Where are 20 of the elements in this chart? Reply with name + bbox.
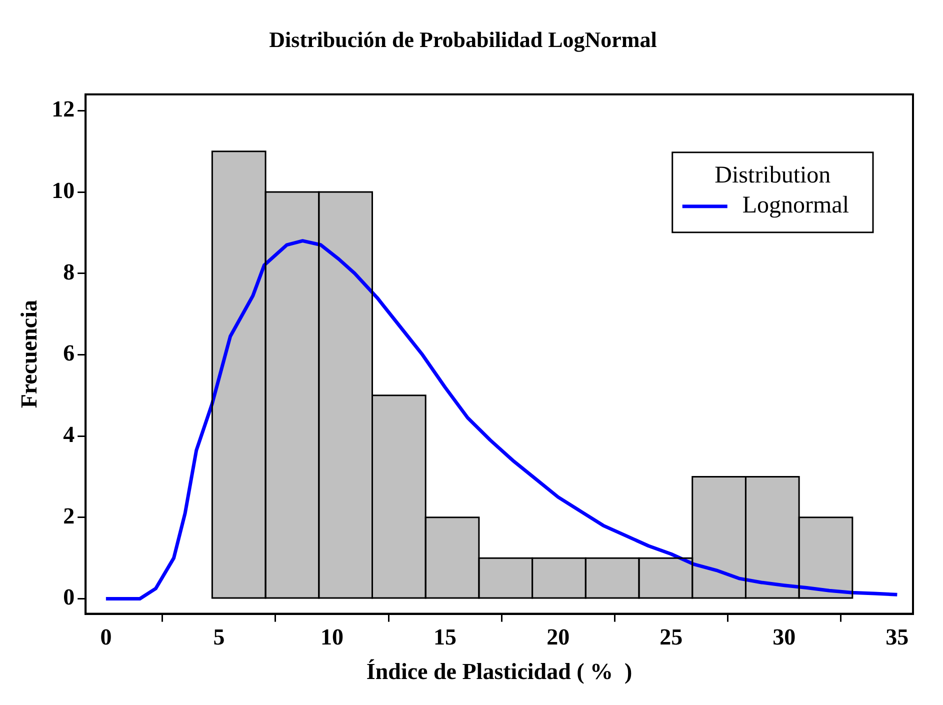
y-tick-label: 2: [63, 503, 75, 528]
y-tick-label: 6: [63, 340, 75, 366]
y-tick-label: 8: [63, 259, 75, 284]
legend-title: Distribution: [714, 162, 831, 189]
legend-label: Lognormal: [742, 192, 850, 219]
x-axis-title: Índice de Plasticidad ( % ): [366, 659, 632, 684]
chart-title: Distribución de Probabilidad LogNormal: [269, 26, 657, 52]
x-tick-label: 35: [886, 624, 909, 650]
y-tick-label: 0: [63, 584, 75, 610]
x-tick-label: 30: [772, 624, 796, 650]
y-tick-label: 10: [52, 178, 75, 203]
x-tick-label: 10: [320, 624, 344, 650]
x-tick-label: 15: [434, 624, 457, 650]
x-tick-label: 25: [660, 624, 683, 650]
x-tick-label: 20: [546, 624, 570, 650]
y-tick-label: 4: [63, 422, 76, 447]
x-tick-label: 5: [213, 624, 225, 650]
y-axis-title: Frecuencia: [16, 300, 42, 408]
x-tick-label: 0: [100, 624, 112, 650]
y-tick-label: 12: [52, 96, 75, 122]
